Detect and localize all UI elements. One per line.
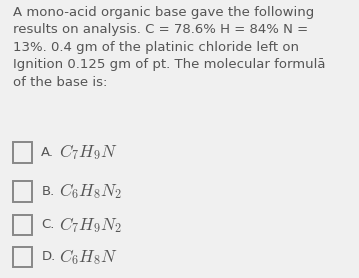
Text: $C_6H_8N$: $C_6H_8N$ [59,247,118,267]
Text: B.: B. [41,185,55,198]
Text: C.: C. [41,218,55,231]
FancyBboxPatch shape [13,247,32,267]
Text: A.: A. [41,146,54,159]
Text: $C_7H_9N_2$: $C_7H_9N_2$ [59,215,122,235]
Text: $C_6H_8N_2$: $C_6H_8N_2$ [59,182,122,201]
FancyBboxPatch shape [13,142,32,163]
Text: D.: D. [41,250,56,263]
Text: A mono-acid organic base gave the following
results on analysis. C = 78.6% H = 8: A mono-acid organic base gave the follow… [13,6,325,89]
FancyBboxPatch shape [13,181,32,202]
Text: $C_7H_9N$: $C_7H_9N$ [59,143,118,162]
FancyBboxPatch shape [13,215,32,235]
